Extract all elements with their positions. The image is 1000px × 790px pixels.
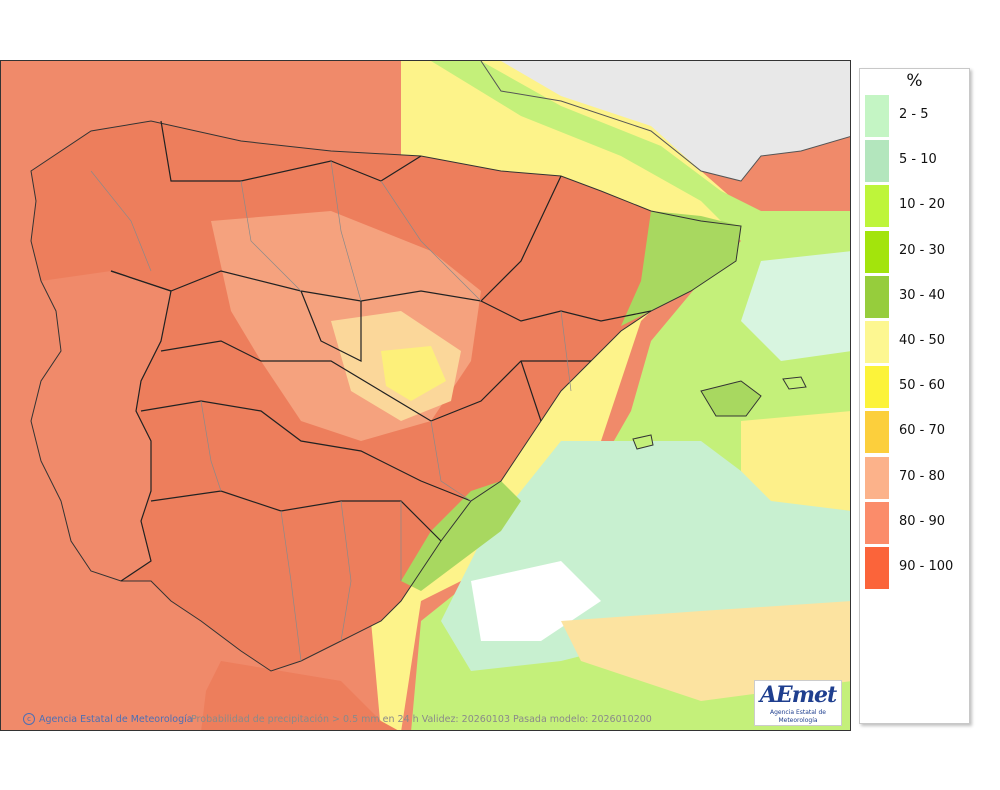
- legend-swatch: [865, 230, 889, 273]
- legend-class: 2 - 5: [863, 95, 968, 137]
- agency-credit-text: Agencia Estatal de Meteorología: [39, 713, 193, 725]
- portugal-land: [31, 271, 171, 581]
- legend-swatch: [865, 501, 889, 544]
- legend-label: 70 - 80: [899, 468, 946, 484]
- catalonia-green-area: [621, 211, 741, 326]
- legend-class: 20 - 30: [863, 230, 968, 273]
- mallorca-island: [700, 380, 762, 417]
- madrid-yellow-area: [381, 346, 446, 401]
- province-borders: [90, 160, 572, 662]
- legend-label: 40 - 50: [899, 333, 946, 348]
- aemet-logo-wordmark: AEmet: [759, 682, 837, 708]
- aemet-logo: AEmet Agencia Estatal de Meteorología: [754, 680, 842, 726]
- france-coastline: [480, 61, 850, 182]
- sardinia-offshore-band: [741, 411, 850, 511]
- legend-swatch: [865, 95, 889, 137]
- legend-swatch: [865, 140, 889, 183]
- map-canvas: [1, 61, 850, 730]
- legend-swatch: [865, 547, 889, 589]
- ibiza-island: [632, 434, 654, 450]
- agency-credit: c Agencia Estatal de Meteorología: [23, 713, 193, 725]
- map-caption: Probabilidad de precipitación > 0.5 mm e…: [191, 714, 652, 725]
- legend-class: 10 - 20: [863, 185, 968, 228]
- legend-class: 90 - 100: [863, 547, 968, 589]
- legend-class: 5 - 10: [863, 140, 968, 183]
- legend-label: 60 - 70: [899, 423, 946, 439]
- legend-class: 60 - 70: [863, 411, 968, 454]
- legend-label: 20 - 30: [899, 242, 946, 258]
- legend-swatch: [865, 185, 889, 228]
- legend-class: 40 - 50: [863, 321, 968, 363]
- legend-label: 50 - 60: [899, 378, 946, 394]
- legend-label: 2 - 5: [899, 107, 929, 122]
- legend-label: 30 - 40: [899, 287, 946, 303]
- legend-label: 5 - 10: [899, 152, 937, 168]
- legend-label: 90 - 100: [899, 559, 954, 574]
- france-landmass: [481, 61, 850, 181]
- probability-legend: % 2 - 5 5 - 10 10 - 20 20 - 30 30 - 40 40 - 5…: [859, 68, 970, 724]
- murcia-green-area: [401, 481, 521, 591]
- legend-swatch: [865, 321, 889, 363]
- aemet-logo-subtitle: Agencia Estatal de Meteorología: [769, 709, 826, 724]
- legend-swatch: [865, 456, 889, 499]
- iberian-coastline: [30, 120, 742, 672]
- portugal-border: [110, 270, 172, 582]
- ligurian-low-area: [741, 251, 850, 361]
- legend-class: 30 - 40: [863, 275, 968, 318]
- legend-class: 80 - 90: [863, 501, 968, 544]
- menorca-island: [782, 376, 807, 390]
- legend-unit: %: [906, 71, 923, 91]
- copyright-icon: c: [23, 713, 35, 725]
- legend-class: 50 - 60: [863, 366, 968, 409]
- precipitation-probability-map: c Agencia Estatal de Meteorología Probab…: [0, 60, 851, 731]
- legend-swatch: [865, 411, 889, 454]
- legend-label: 80 - 90: [899, 513, 946, 529]
- legend-swatch: [865, 275, 889, 318]
- legend-class: 70 - 80: [863, 456, 968, 499]
- north-africa-land: [201, 661, 398, 730]
- legend-label: 10 - 20: [899, 197, 946, 213]
- south-mediterranean-band: [561, 601, 850, 701]
- legend-swatch: [865, 366, 889, 409]
